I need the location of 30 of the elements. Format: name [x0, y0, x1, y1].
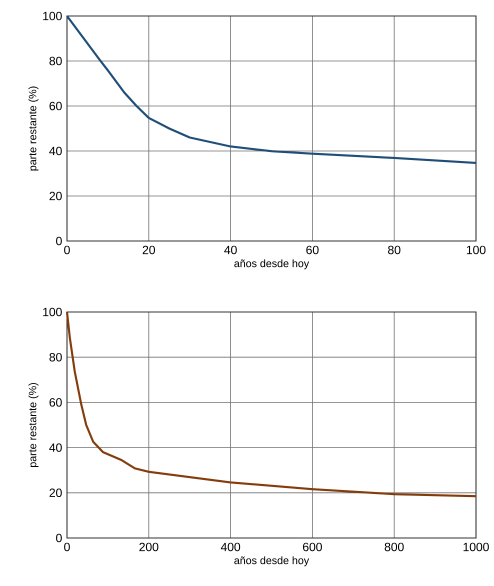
- x-tick-label: 800: [384, 542, 404, 552]
- line-series: [66, 14, 478, 164]
- x-tick-label: 80: [388, 246, 401, 254]
- y-tick-label: 60: [50, 398, 62, 407]
- x-tick-label: 100: [467, 246, 486, 254]
- y-tick-label: 0: [56, 236, 62, 246]
- y-tick-label: 0: [56, 534, 62, 542]
- y-axis-title: parte restante (%): [28, 382, 39, 467]
- y-tick-label: 20: [50, 192, 62, 200]
- line-series: [66, 310, 478, 498]
- x-tick-label: 60: [306, 246, 319, 254]
- x-axis-title: años desde hoy: [234, 556, 310, 566]
- y-axis-title: parte restante (%): [28, 86, 39, 170]
- y-tick-label: 40: [49, 146, 62, 156]
- y-tick-label: 100: [43, 308, 62, 316]
- x-tick-label: 400: [220, 542, 240, 552]
- x-tick-label: 40: [224, 246, 237, 254]
- x-tick-label: 20: [142, 246, 156, 254]
- x-tick-label: 0: [64, 246, 70, 254]
- y-tick-label: 80: [50, 352, 62, 362]
- y-tick-label: 100: [43, 12, 62, 20]
- x-axis-title: años desde hoy: [234, 259, 310, 270]
- y-tick-label: 80: [50, 56, 62, 66]
- y-tick-label: 40: [49, 443, 62, 452]
- y-tick-label: 60: [50, 102, 62, 110]
- x-tick-label: 0: [64, 542, 70, 552]
- x-tick-label: 600: [303, 542, 322, 552]
- x-tick-label: 1000: [464, 542, 489, 552]
- x-tick-label: 200: [140, 542, 158, 552]
- y-tick-label: 20: [50, 488, 62, 498]
